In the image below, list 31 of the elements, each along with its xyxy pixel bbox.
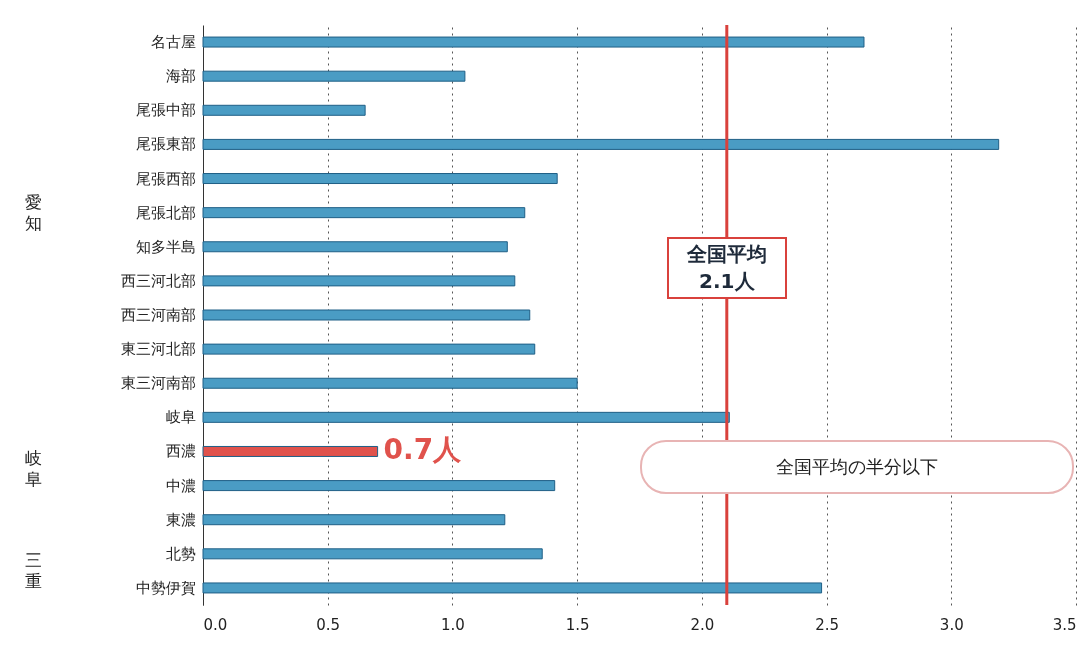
y-tick-label: 尾張西部 [135,169,196,188]
y-tick-label: 東濃 [165,510,196,529]
x-tick-label: 0.5 [316,615,341,634]
annotation: 0.7人 [383,433,463,467]
x-tick-label: 0.0 [203,615,228,634]
x-tick-label: 3.0 [939,615,964,634]
ref-line-label: 全国平均 2.1人 [666,236,787,299]
x-tick-label: 2.5 [815,615,839,634]
y-tick-label: 西三河南部 [120,306,196,324]
y-tick-label: 尾張東部 [135,135,196,154]
cloud-callout: 全国平均の半分以下 [639,439,1074,494]
x-tick-label: 3.5 [1052,615,1077,634]
text: 岐阜 [23,447,43,490]
y-tick-label: 北勢 [165,544,196,563]
x-tick-label: 1.0 [441,615,465,634]
y-tick-label: 名古屋 [150,33,196,52]
y-tick-label: 東三河南部 [120,374,196,393]
y-tick-label: 中濃 [165,476,196,495]
y-tick-label: 尾張中部 [135,101,196,120]
y-tick-label: 東三河北部 [120,340,196,359]
y-tick-label: 岐阜 [165,408,196,427]
y-tick-label: 知多半島 [135,237,196,256]
x-tick-label: 1.5 [565,615,590,634]
y-tick-label: 西濃 [165,442,196,461]
y-tick-label: 西三河北部 [120,271,196,290]
y-tick-label: 海部 [165,67,196,86]
y-tick-label: 中勢伊賀 [135,578,196,597]
x-tick-label: 2.0 [690,615,715,634]
y-tick-label: 尾張北部 [135,203,196,222]
text: 愛知 [23,191,43,234]
text: 三重 [23,549,43,592]
